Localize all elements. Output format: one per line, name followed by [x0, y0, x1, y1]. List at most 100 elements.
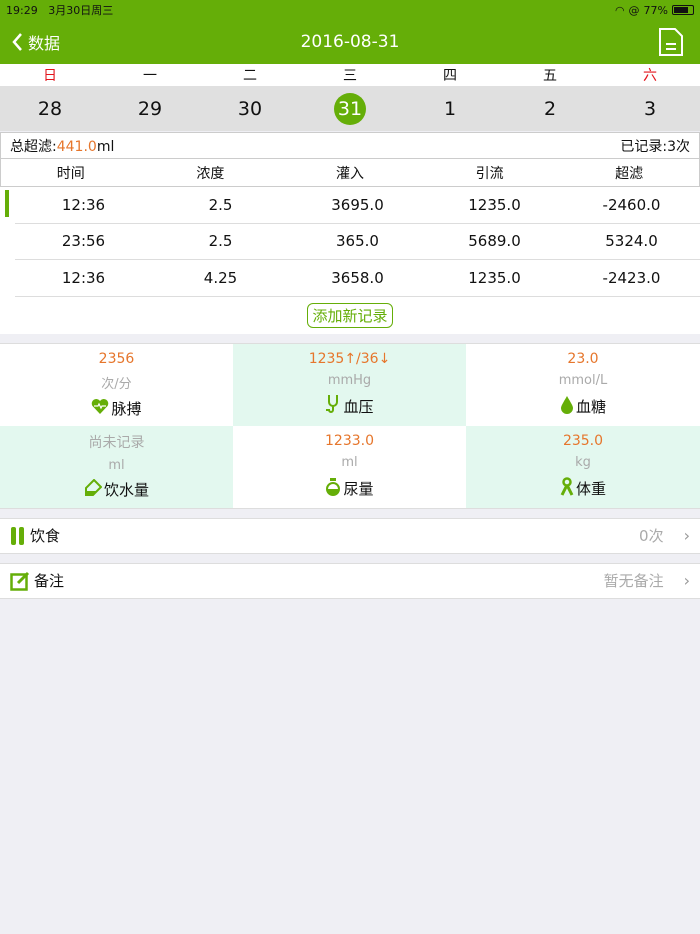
weekday-label: 一 [143, 68, 157, 84]
metric-name: 饮水量 [103, 481, 149, 500]
table-cell: -2423.0 [602, 268, 661, 287]
notes-label: 备注 [34, 572, 65, 590]
date-cell[interactable]: 1 [400, 98, 500, 120]
weekday-label: 四 [443, 68, 457, 84]
metric-unit: ml [341, 455, 358, 471]
metrics-grid: 2356 次/分 脉搏 1235↑/36↓ mmHg 血压 23.0 mmol/L 血糖 尚未记录… [0, 342, 700, 509]
records-table: 12:36 2.5 3695.0 1235.0 -2460.0 23:56 2.5 365.0… [0, 187, 700, 297]
column-header: 浓度 [196, 165, 225, 182]
metric-name: 尿量 [343, 480, 374, 499]
table-row[interactable]: 12:36 2.5 3695.0 1235.0 -2460.0 [5, 187, 700, 224]
table-cell: 3658.0 [331, 268, 384, 287]
date-number: 30 [237, 97, 263, 120]
flask-icon [325, 477, 341, 500]
weekday-label: 日 [43, 68, 57, 84]
metric-unit: 次/分 [101, 376, 132, 392]
status-bar: 19:29 3月30日周三 ◠ @77% [0, 0, 700, 20]
weekday-label: 三 [343, 68, 357, 84]
total-unit: ml [96, 138, 115, 155]
table-cell: 1235.0 [468, 195, 521, 214]
metric-unit: kg [575, 455, 591, 471]
metric-value: 尚未记录 [88, 435, 145, 452]
table-row[interactable]: 23:56 2.5 365.0 5689.0 5324.0 [15, 224, 700, 260]
notes-row[interactable]: 备注 暂无备注 › [0, 562, 700, 599]
battery-percent: 77% [643, 3, 668, 17]
wifi-icon: ◠ [614, 3, 625, 17]
weekday-label: 六 [643, 68, 657, 84]
heart-pulse-icon [91, 398, 109, 419]
record-count: 已记录:3次 [620, 138, 690, 155]
column-header: 引流 [475, 165, 504, 182]
table-cell: 2.5 [208, 232, 233, 251]
date-number: 3 [643, 97, 657, 120]
weekday-label: 二 [243, 68, 257, 84]
back-label: 数据 [28, 34, 61, 53]
table-cell: 12:36 [61, 195, 106, 214]
date-cell[interactable]: 3 [600, 98, 700, 120]
date-number: 28 [37, 97, 63, 120]
fork-knife-icon [11, 526, 24, 545]
table-row[interactable]: 12:36 4.25 3658.0 1235.0 -2423.0 [15, 260, 700, 297]
selected-indicator [5, 190, 9, 217]
table-cell: 5689.0 [468, 232, 521, 251]
notes-value: 暂无备注 [603, 572, 664, 590]
chevron-left-icon [12, 33, 22, 51]
metric-cell[interactable]: 尚未记录 ml 饮水量 [0, 425, 233, 508]
document-icon[interactable] [658, 27, 684, 57]
metric-value: 1235↑/36↓ [308, 350, 391, 367]
table-cell: 4.25 [203, 268, 238, 287]
table-cell: -2460.0 [602, 195, 661, 214]
page-title: 2016-08-31 [300, 32, 400, 52]
date-cell[interactable]: 28 [0, 98, 100, 120]
date-cell[interactable]: 29 [100, 98, 200, 120]
metric-cell[interactable]: 1235↑/36↓ mmHg 血压 [233, 343, 466, 426]
date-number: 1 [443, 97, 457, 120]
date-cell[interactable]: 31 [300, 92, 400, 125]
metric-name: 脉搏 [111, 399, 142, 418]
lock-rotation-icon: @ [628, 3, 640, 17]
drop-icon [560, 395, 574, 418]
table-cell: 365.0 [336, 232, 379, 251]
chevron-right-icon: › [683, 526, 690, 545]
ribbon-icon [560, 477, 574, 500]
table-cell: 1235.0 [468, 268, 521, 287]
metric-unit: mmHg [327, 372, 372, 388]
total-label: 总超滤: [10, 138, 57, 155]
metric-cell[interactable]: 1233.0 ml 尿量 [233, 425, 466, 508]
metric-value: 2356 [98, 350, 135, 367]
metric-value: 23.0 [567, 350, 599, 367]
nav-bar: 数据 2016-08-31 [0, 20, 700, 64]
metric-unit: mmol/L [558, 373, 608, 389]
battery-icon [672, 5, 694, 15]
chevron-right-icon: › [683, 571, 690, 590]
metric-value: 235.0 [562, 432, 604, 449]
metric-unit: ml [108, 457, 125, 473]
total-value: 441.0 [56, 138, 97, 155]
metric-cell[interactable]: 23.0 mmol/L 血糖 [466, 343, 700, 426]
date-number: 31 [334, 92, 366, 125]
add-record-button[interactable]: 添加新记录 [307, 302, 393, 328]
table-cell: 12:36 [61, 268, 106, 287]
edit-note-icon [10, 571, 30, 591]
diet-row[interactable]: 饮食 0次 › [0, 517, 700, 554]
weekday-row: 日一二三四五六 [0, 64, 700, 86]
table-cell: 2.5 [208, 195, 233, 214]
metric-cell[interactable]: 235.0 kg 体重 [466, 425, 700, 508]
table-header: 时间 浓度 灌入 引流 超滤 [0, 159, 700, 187]
weekday-label: 五 [543, 68, 557, 84]
date-cell[interactable]: 2 [500, 98, 600, 120]
date-number: 29 [137, 97, 163, 120]
table-cell: 3695.0 [331, 195, 384, 214]
cup-icon [84, 478, 103, 501]
status-date: 3月30日周三 [48, 4, 114, 17]
metric-name: 体重 [575, 480, 606, 499]
status-time: 19:29 [6, 4, 38, 17]
column-header: 灌入 [335, 165, 364, 182]
table-cell: 23:56 [61, 232, 106, 251]
back-button[interactable]: 数据 [10, 30, 60, 54]
date-cell[interactable]: 30 [200, 98, 300, 120]
metric-name: 血糖 [575, 398, 606, 417]
summary-bar: 总超滤:441.0ml 已记录:3次 [0, 132, 700, 159]
metric-cell[interactable]: 2356 次/分脉搏 [0, 343, 233, 426]
table-cell: 5324.0 [605, 232, 658, 251]
